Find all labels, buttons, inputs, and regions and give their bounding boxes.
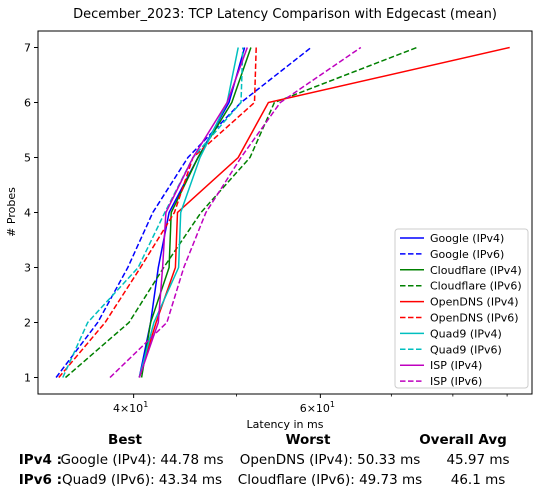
series-line-google-ipv6 [55, 46, 312, 378]
y-tick-label: 7 [24, 42, 31, 55]
header-best: Best [108, 432, 142, 448]
y-tick-label: 5 [24, 152, 31, 165]
y-axis: 1 2 3 4 5 6 7 [24, 42, 38, 385]
ipv6-worst: Cloudflare (IPv6): 49.73 ms [237, 472, 423, 488]
series-line-cloudflare-ipv4 [140, 47, 252, 378]
legend-label-google-ipv4: Google (IPv4) [430, 232, 504, 245]
row-label-ipv6: IPv6 : [18, 472, 62, 488]
x-axis-label: Latency in ms [247, 418, 324, 430]
legend: Google (IPv4) Google (IPv6) Cloudflare (IP… [394, 228, 529, 389]
x-tick-label: 4×101 [113, 400, 148, 415]
legend-box [394, 228, 529, 389]
ipv6-best: Quad9 (IPv6): 43.34 ms [61, 472, 223, 488]
y-tick-label: 2 [24, 317, 31, 330]
legend-label-isp-ipv6: ISP (IPv6) [430, 375, 482, 388]
chart-title: December_2023: TCP Latency Comparison wi… [73, 7, 497, 22]
x-tick-label: 6×101 [300, 400, 335, 415]
legend-label-opendns-ipv4: OpenDNS (IPv4) [430, 296, 519, 309]
header-worst: Worst [285, 432, 331, 448]
x-axis: 4×101 6×101 [113, 394, 508, 415]
y-tick-label: 6 [24, 97, 31, 110]
series-line-quad9-ipv6 [62, 47, 244, 378]
legend-label-cloudflare-ipv4: Cloudflare (IPv4) [430, 264, 522, 277]
series-line-opendns-ipv4 [138, 46, 510, 378]
legend-label-opendns-ipv6: OpenDNS (IPv6) [430, 312, 519, 325]
y-tick-label: 4 [24, 207, 31, 220]
legend-label-isp-ipv4: ISP (IPv4) [430, 359, 482, 372]
series-line-isp-ipv6 [109, 46, 362, 379]
legend-label-quad9-ipv4: Quad9 (IPv4) [430, 327, 502, 340]
ipv6-avg: 46.1 ms [450, 472, 506, 488]
y-tick-label: 1 [24, 372, 31, 385]
legend-label-cloudflare-ipv6: Cloudflare (IPv6) [430, 280, 522, 293]
header-overall-avg: Overall Avg [419, 432, 507, 448]
y-tick-label: 3 [24, 262, 31, 275]
row-label-ipv4: IPv4 : [18, 452, 62, 468]
ipv4-best: Google (IPv4): 44.78 ms [60, 452, 224, 468]
series-line-opendns-ipv6 [58, 47, 257, 378]
latency-chart: December_2023: TCP Latency Comparison wi… [5, 7, 533, 430]
series-line-isp-ipv4 [138, 47, 249, 378]
summary-table: Best Worst Overall Avg IPv4 : Google (IP… [0, 430, 541, 494]
ipv4-avg: 45.97 ms [446, 452, 510, 468]
y-axis-label: # Probes [5, 187, 18, 237]
legend-label-google-ipv6: Google (IPv6) [430, 248, 504, 261]
series-layer [55, 46, 510, 379]
legend-label-quad9-ipv6: Quad9 (IPv6) [430, 343, 502, 356]
series-line-cloudflare-ipv6 [65, 46, 418, 379]
ipv4-worst: OpenDNS (IPv4): 50.33 ms [239, 452, 421, 468]
